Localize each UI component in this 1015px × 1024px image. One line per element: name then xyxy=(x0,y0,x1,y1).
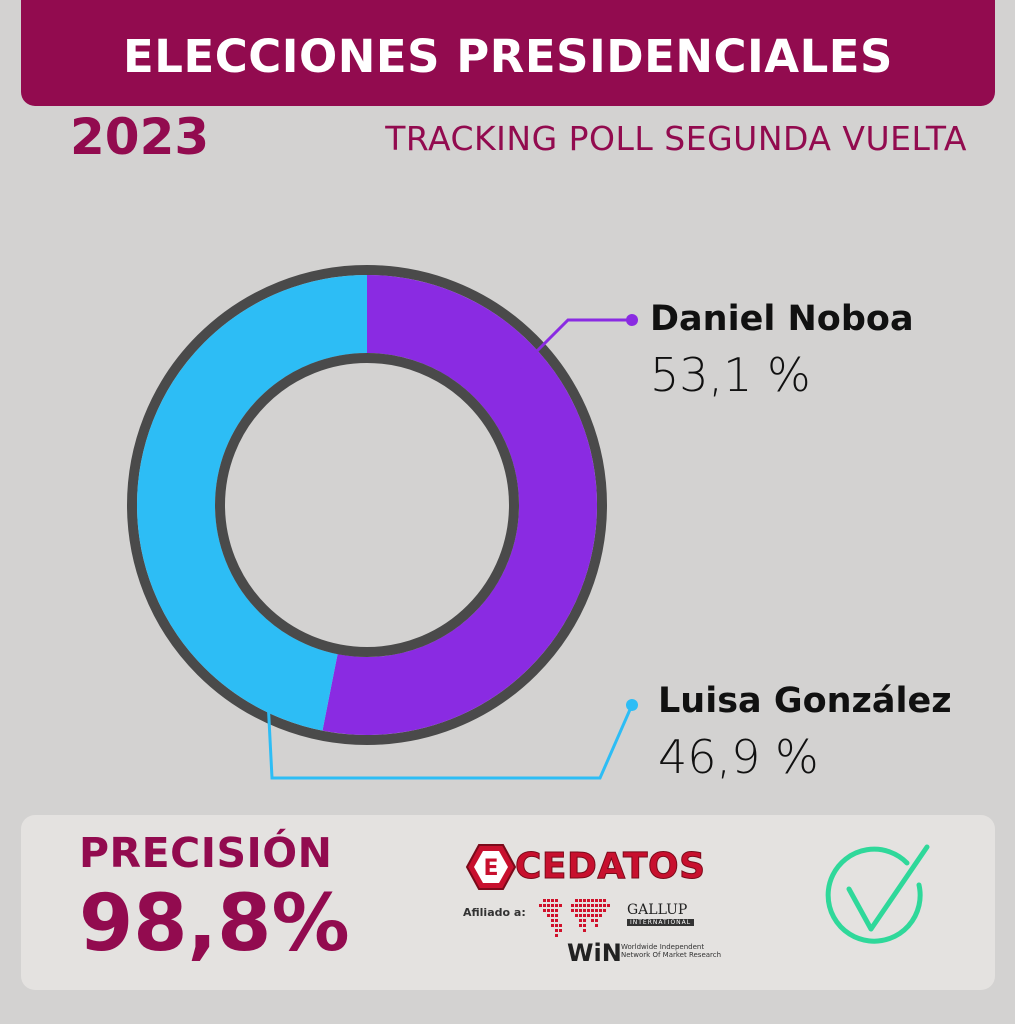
election-year: 2023 xyxy=(70,108,210,166)
map-dot xyxy=(543,899,546,902)
map-dot xyxy=(583,919,586,922)
leader-line-gonzalez xyxy=(266,699,634,780)
map-dot xyxy=(587,914,590,917)
map-dot xyxy=(603,909,606,912)
map-dot xyxy=(551,919,554,922)
map-dot xyxy=(579,904,582,907)
candidate-name-noboa: Daniel Noboa xyxy=(650,299,914,339)
win-logo: WiN xyxy=(567,939,622,967)
precision-value: 98,8% xyxy=(79,879,350,969)
map-dot xyxy=(599,904,602,907)
map-dot xyxy=(551,909,554,912)
map-dot xyxy=(551,914,554,917)
world-map-icon xyxy=(539,899,610,937)
donut-slice-1 xyxy=(137,275,367,731)
map-dot xyxy=(551,904,554,907)
map-dot xyxy=(603,899,606,902)
map-dot xyxy=(543,904,546,907)
map-dot xyxy=(575,914,578,917)
page-title: ELECCIONES PRESIDENCIALES xyxy=(123,30,893,83)
map-dot xyxy=(595,914,598,917)
map-dot xyxy=(591,909,594,912)
cedatos-logo: E CEDATOS Afiliado a: GALLUP INTERNATION… xyxy=(461,843,731,973)
leader-line-noboa xyxy=(518,318,632,370)
map-dot xyxy=(555,929,558,932)
candidate-pct-noboa: 53,1 % xyxy=(650,348,811,402)
map-dot xyxy=(595,904,598,907)
donut-inner-ring xyxy=(215,353,519,657)
map-dot xyxy=(555,899,558,902)
map-dot xyxy=(579,924,582,927)
map-dot xyxy=(575,909,578,912)
donut-slice-0 xyxy=(322,275,598,735)
map-dot xyxy=(607,904,610,907)
map-dot xyxy=(599,899,602,902)
map-dot xyxy=(543,909,546,912)
map-dot xyxy=(547,909,550,912)
win-description: Worldwide Independent Network Of Market … xyxy=(621,943,722,960)
map-dot xyxy=(579,899,582,902)
map-dot xyxy=(583,914,586,917)
map-dot xyxy=(591,899,594,902)
donut-chart xyxy=(127,265,638,780)
map-dot xyxy=(575,899,578,902)
page-subtitle: TRACKING POLL SEGUNDA VUELTA xyxy=(385,119,967,158)
map-dot xyxy=(579,909,582,912)
map-dot xyxy=(583,924,586,927)
map-dot xyxy=(587,909,590,912)
footer-panel: PRECISIÓN 98,8% E CEDATOS Afiliado a: GA… xyxy=(21,815,995,990)
map-dot xyxy=(583,899,586,902)
map-dot xyxy=(571,909,574,912)
header-band: ELECCIONES PRESIDENCIALES xyxy=(21,0,995,106)
cedatos-emblem-icon: E xyxy=(465,844,517,890)
map-dot xyxy=(583,909,586,912)
gallup-logo: GALLUP xyxy=(627,902,688,918)
map-dot xyxy=(591,904,594,907)
map-dot xyxy=(599,914,602,917)
map-dot xyxy=(571,904,574,907)
map-dot xyxy=(551,924,554,927)
map-dot xyxy=(583,904,586,907)
donut-outer-ring xyxy=(127,265,607,745)
affiliation-label: Afiliado a: xyxy=(463,906,526,919)
candidate-pct-gonzalez: 46,9 % xyxy=(658,730,819,784)
map-dot xyxy=(579,914,582,917)
map-dot xyxy=(559,904,562,907)
map-dot xyxy=(555,919,558,922)
map-dot xyxy=(551,899,554,902)
map-dot xyxy=(587,904,590,907)
leader-dot-gonzalez xyxy=(626,699,638,711)
map-dot xyxy=(575,904,578,907)
leader-dot-noboa xyxy=(626,314,638,326)
checkmark-icon xyxy=(825,844,930,944)
cedatos-wordmark: CEDATOS xyxy=(515,846,706,887)
map-dot xyxy=(587,899,590,902)
map-dot xyxy=(555,924,558,927)
svg-text:E: E xyxy=(483,856,498,881)
gallup-subtitle: INTERNATIONAL xyxy=(627,919,695,927)
map-dot xyxy=(539,904,542,907)
candidate-name-gonzalez: Luisa González xyxy=(658,681,952,721)
map-dot xyxy=(559,924,562,927)
map-dot xyxy=(599,909,602,912)
map-dot xyxy=(579,919,582,922)
map-dot xyxy=(555,934,558,937)
map-dot xyxy=(559,929,562,932)
map-dot xyxy=(547,914,550,917)
map-dot xyxy=(555,904,558,907)
map-dot xyxy=(591,914,594,917)
map-dot xyxy=(603,904,606,907)
map-dot xyxy=(591,919,594,922)
map-dot xyxy=(595,919,598,922)
map-dot xyxy=(595,924,598,927)
map-dot xyxy=(555,914,558,917)
map-dot xyxy=(595,899,598,902)
map-dot xyxy=(547,899,550,902)
map-dot xyxy=(583,929,586,932)
precision-label: PRECISIÓN xyxy=(79,829,333,877)
map-dot xyxy=(555,909,558,912)
map-dot xyxy=(595,909,598,912)
map-dot xyxy=(547,904,550,907)
